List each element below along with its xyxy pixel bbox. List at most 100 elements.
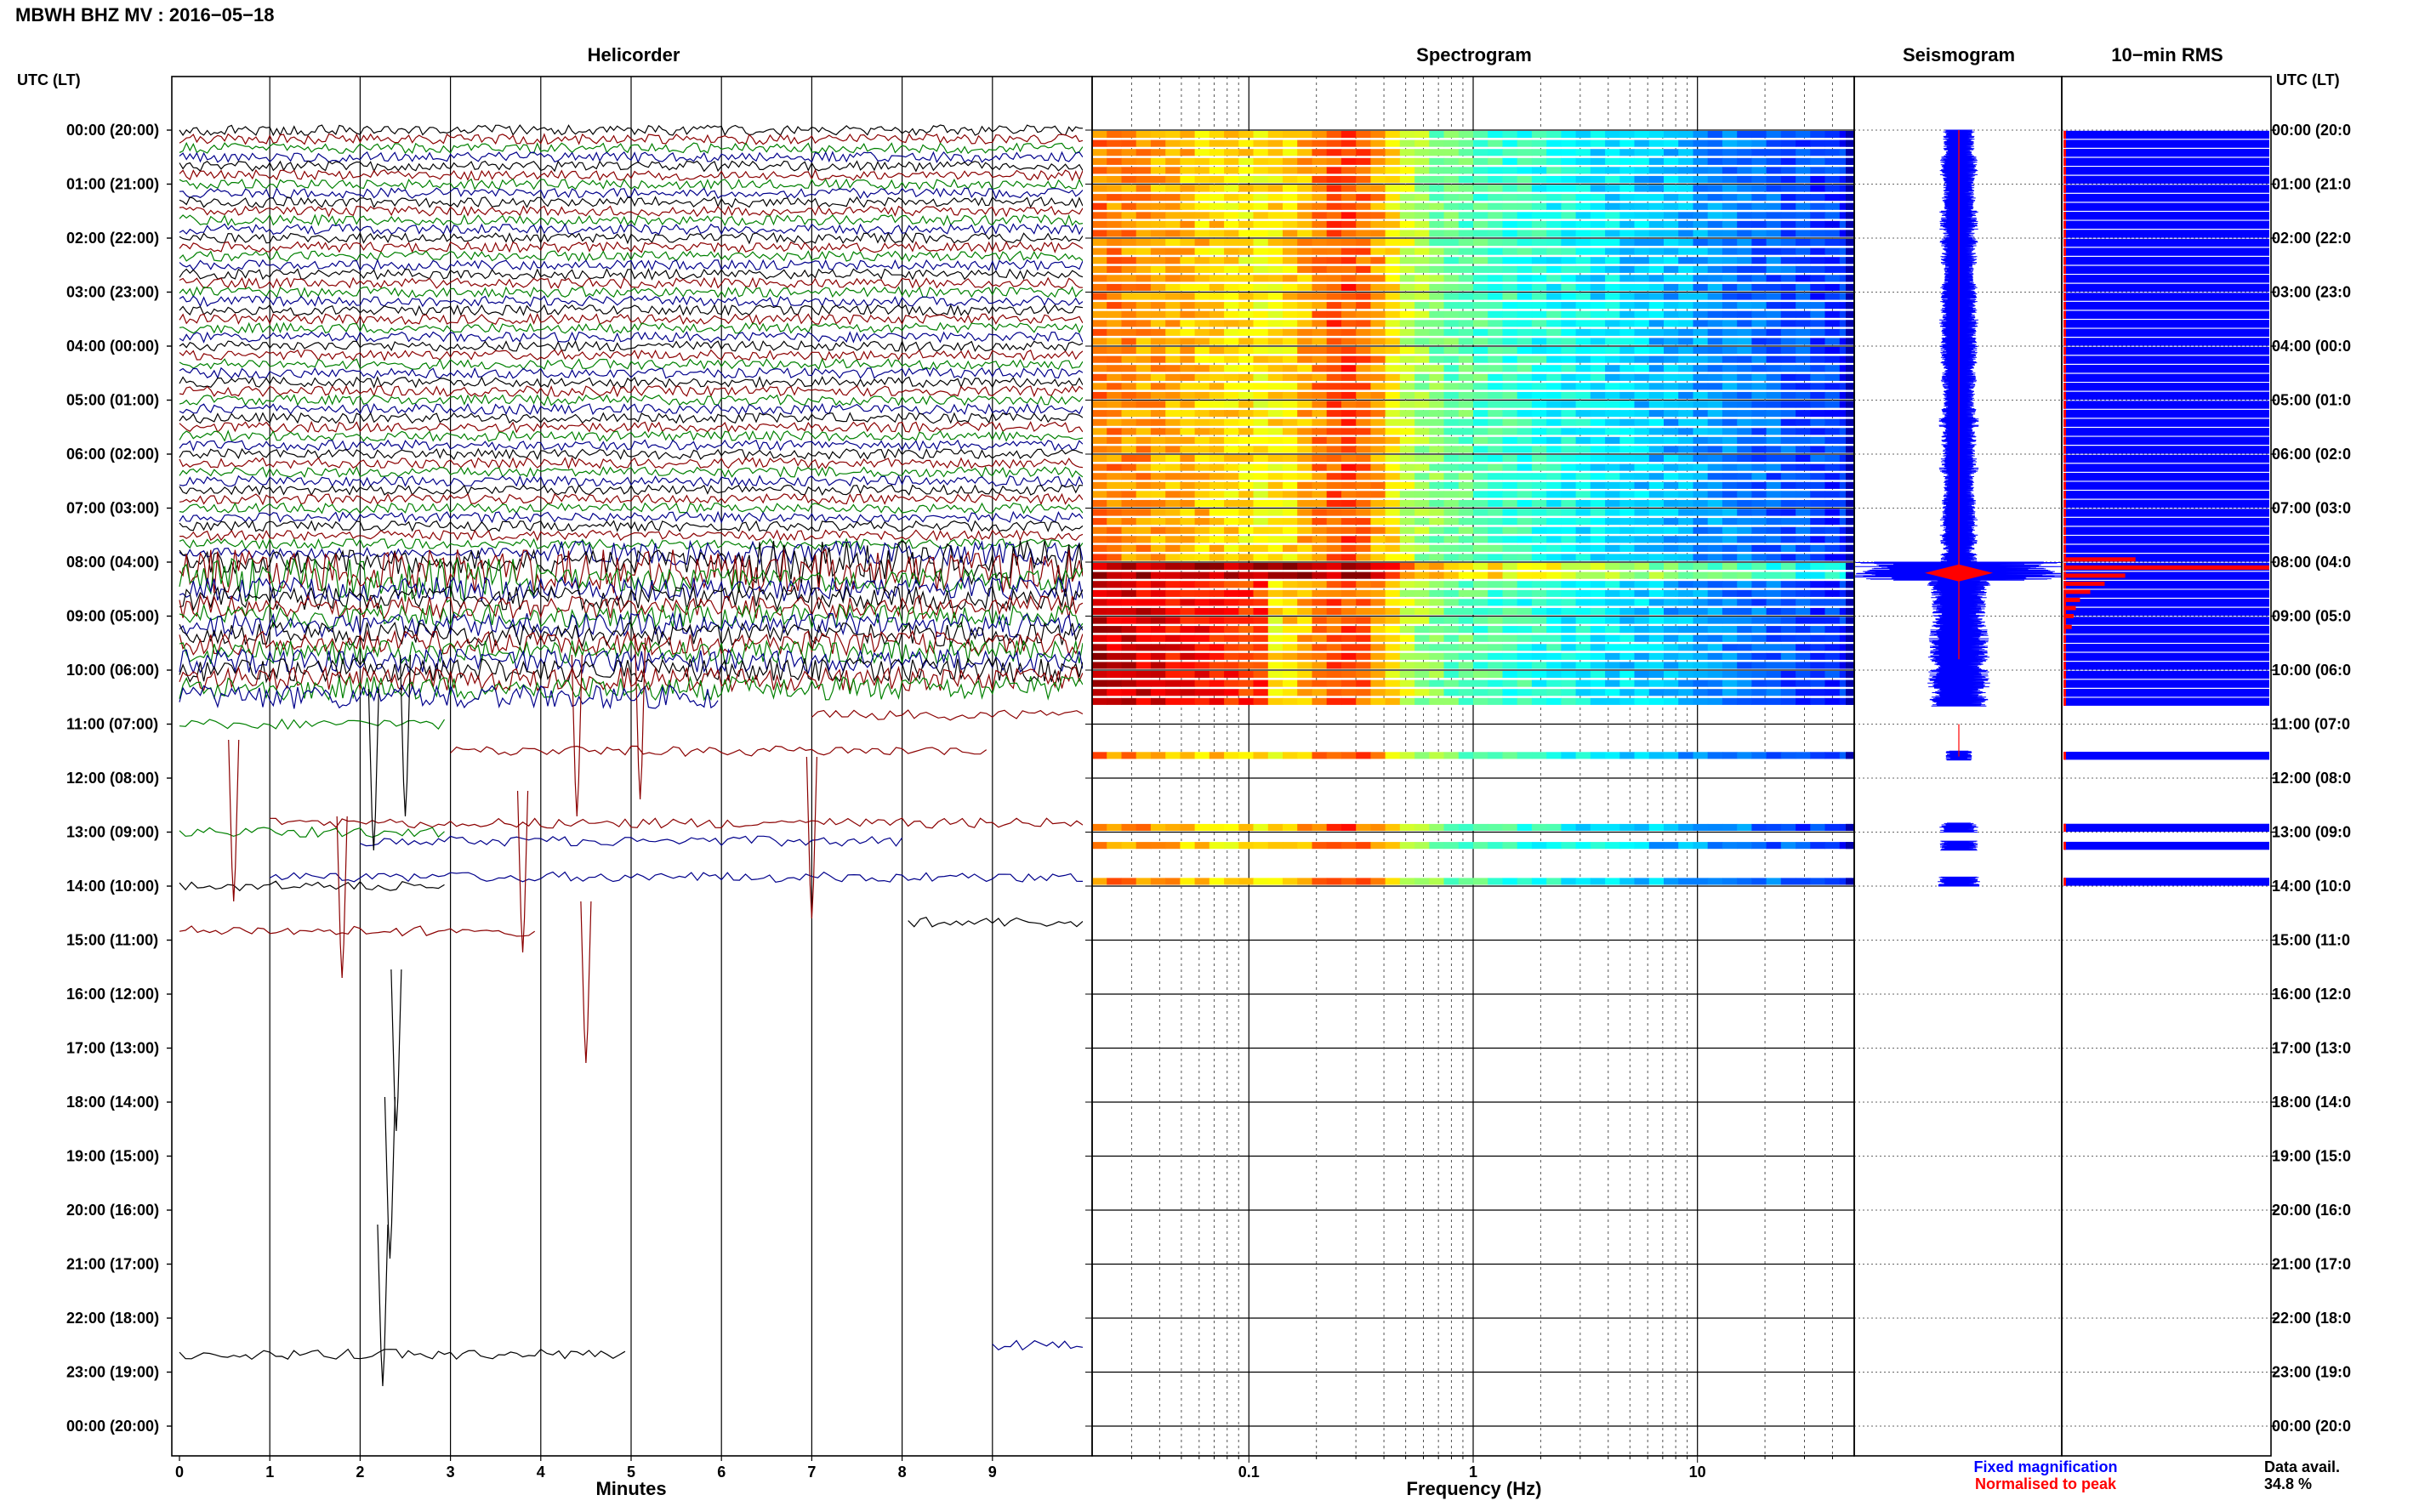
spectrogram-cell (1443, 634, 1460, 642)
spectrogram-cell (1092, 455, 1107, 463)
spectrogram-cell (1707, 455, 1723, 463)
spectrogram-cell (1648, 365, 1665, 372)
spectrogram-cell (1605, 563, 1620, 571)
spectrogram-cell (1429, 310, 1445, 318)
spectrogram-cell (1648, 634, 1665, 642)
spectrogram-cell (1575, 823, 1591, 831)
spectrogram-cell (1107, 526, 1122, 534)
spectrogram-cell (1575, 509, 1591, 516)
spectrogram-cell (1458, 194, 1474, 202)
time-tick-label: 07:00 (03:00) (66, 500, 159, 517)
helicorder-trace (179, 657, 1083, 684)
spectrogram-cell (1648, 563, 1665, 571)
spectrogram-cell (1634, 230, 1650, 237)
spectrogram-cell (1092, 599, 1107, 606)
spectrogram-cell (1370, 652, 1386, 660)
rms-bar-normalised (2063, 617, 2066, 625)
spectrogram-cell (1531, 230, 1547, 237)
spectrogram-cell (1751, 230, 1767, 237)
spectrogram-cell (1253, 571, 1269, 579)
spectrogram-cell (1107, 347, 1122, 355)
spectrogram-cell (1648, 554, 1665, 561)
spectrogram-cell (1619, 230, 1636, 237)
spectrogram-edge (1846, 607, 1853, 615)
spectrogram-cell (1312, 463, 1328, 471)
spectrogram-cell (1766, 202, 1782, 210)
spectrogram-cell (1590, 175, 1606, 183)
spectrogram-cell (1443, 355, 1460, 363)
spectrogram-cell (1414, 842, 1430, 850)
spectrogram-cell (1502, 373, 1518, 381)
spectrogram-cell (1385, 697, 1401, 705)
spectrogram-cell (1766, 418, 1782, 426)
spectrogram-cell (1575, 671, 1591, 679)
spectrogram-cell (1165, 230, 1181, 237)
spectrogram-cell (1473, 239, 1488, 247)
time-tick-label: 13:00 (09:0 (2272, 824, 2351, 841)
spectrogram-cell (1180, 589, 1196, 597)
spectrogram-cell (1180, 644, 1196, 651)
spectrogram-cell (1356, 194, 1371, 202)
spectrogram-cell (1546, 230, 1562, 237)
spectrogram-cell (1605, 194, 1620, 202)
spectrogram-cell (1283, 428, 1298, 435)
spectrogram-cell (1473, 373, 1488, 381)
spectrogram-cell (1737, 365, 1752, 372)
spectrogram-cell (1267, 283, 1283, 291)
spectrogram-cell (1092, 391, 1107, 399)
spectrogram-cell (1092, 842, 1107, 850)
spectrogram-cell (1664, 283, 1679, 291)
spectrogram-cell (1810, 563, 1826, 571)
spectrogram-cell (1136, 167, 1152, 174)
spectrogram-cell (1253, 257, 1269, 264)
spectrogram-cell (1253, 347, 1269, 355)
legend-normalised: Normalised to peak (1975, 1475, 2117, 1492)
spectrogram-cell (1575, 581, 1591, 588)
spectrogram-cell (1385, 463, 1401, 471)
spectrogram-cell (1399, 175, 1415, 183)
spectrogram-cell (1664, 383, 1679, 390)
spectrogram-cell (1385, 428, 1401, 435)
spectrogram-cell (1751, 436, 1767, 444)
spectrogram-cell (1414, 347, 1430, 355)
spectrogram-cell (1107, 662, 1122, 669)
spectrogram-cell (1429, 383, 1445, 390)
spectrogram-cell (1605, 473, 1620, 480)
spectrogram-cell (1575, 644, 1591, 651)
spectrogram-cell (1180, 634, 1196, 642)
spectrogram-cell (1121, 499, 1137, 507)
rms-bar-normalised (2063, 614, 2075, 618)
helicorder-trace (179, 160, 1083, 173)
helicorder-traces (179, 124, 1083, 1387)
spectrogram-cell (1340, 446, 1357, 453)
spectrogram-cell (1648, 175, 1665, 183)
spectrogram-cell (1796, 328, 1811, 336)
spectrogram-cell (1443, 526, 1460, 534)
spectrogram-cell (1766, 671, 1782, 679)
spectrogram-cell (1502, 589, 1518, 597)
spectrogram-cell (1619, 338, 1636, 345)
spectrogram-cell (1312, 383, 1328, 390)
spectrogram-cell (1561, 752, 1577, 759)
spectrogram-cell (1648, 275, 1665, 282)
spectrogram-cell (1224, 617, 1239, 624)
spectrogram-cell (1605, 302, 1620, 310)
spectrogram-cell (1312, 355, 1328, 363)
spectrogram-cell (1224, 401, 1239, 408)
spectrogram-cell (1399, 338, 1415, 345)
spectrogram-cell (1297, 752, 1312, 759)
spectrogram-cell (1443, 697, 1460, 705)
spectrogram-cell (1766, 338, 1782, 345)
spectrogram-cell (1136, 697, 1152, 705)
spectrogram-cell (1283, 418, 1298, 426)
rms-bar-fixed (2063, 391, 2269, 401)
spectrogram-cell (1385, 373, 1401, 381)
spectrogram-cell (1678, 355, 1693, 363)
spectrogram-cell (1443, 275, 1460, 282)
spectrogram-cell (1780, 455, 1796, 463)
spectrogram-cell (1619, 373, 1636, 381)
spectrogram-cell (1517, 428, 1533, 435)
spectrogram-cell (1546, 149, 1562, 156)
rms-bar-fixed (2063, 436, 2269, 445)
spectrogram-cell (1180, 247, 1196, 255)
